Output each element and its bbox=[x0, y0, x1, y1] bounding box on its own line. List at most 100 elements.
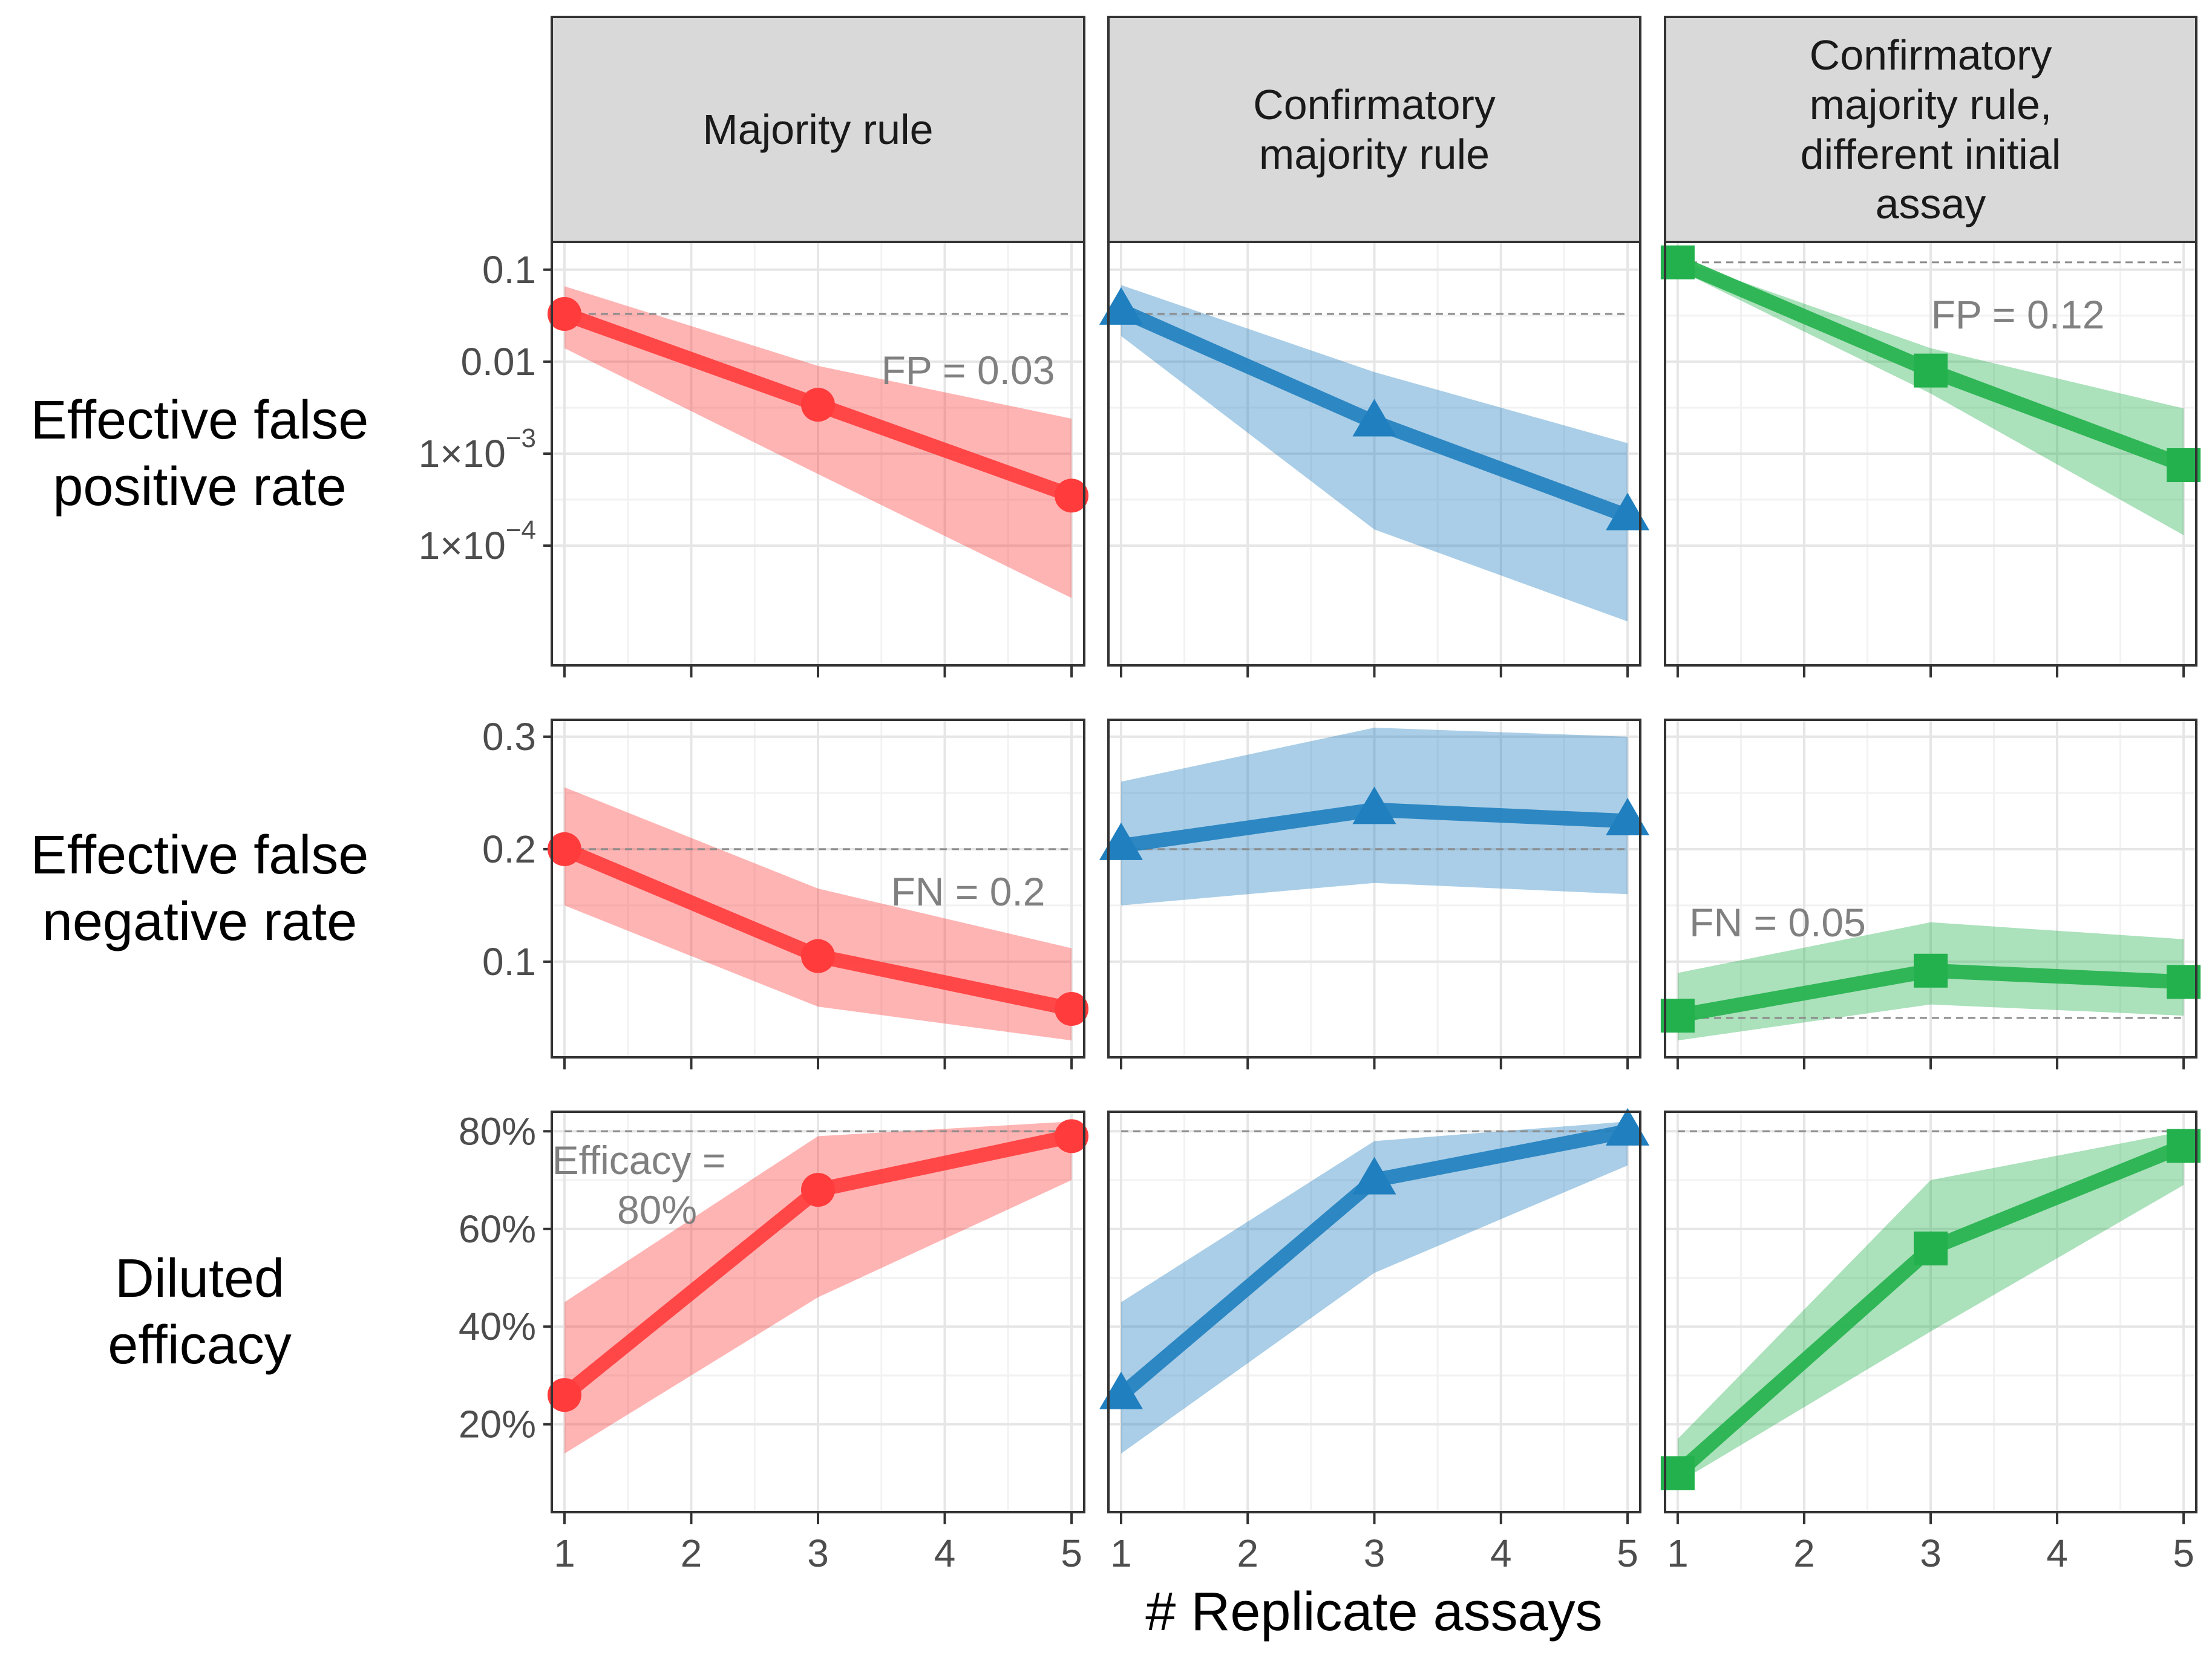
row-label-line: Effective false bbox=[31, 825, 369, 886]
confidence-ribbon bbox=[1677, 259, 2184, 535]
panel-efficacy-confirmatory_diff bbox=[1660, 1111, 2201, 1524]
y-tick-label: 1×10−4 bbox=[419, 515, 536, 568]
y-tick-label: 20% bbox=[459, 1403, 536, 1446]
x-tick-label: 5 bbox=[2173, 1532, 2194, 1575]
data-point-circle bbox=[801, 388, 835, 422]
panel-fn-confirmatory bbox=[1099, 719, 1650, 1069]
y-tick-label: 0.2 bbox=[482, 827, 536, 871]
data-point-square bbox=[2167, 965, 2201, 999]
data-point-triangle bbox=[1099, 1371, 1143, 1409]
y-tick-label: 80% bbox=[459, 1109, 536, 1153]
data-point-circle bbox=[1055, 1119, 1089, 1153]
x-tick-label: 3 bbox=[807, 1532, 829, 1575]
strip-label-line: majority rule bbox=[1259, 131, 1490, 178]
panel-fn-confirmatory_diff bbox=[1660, 719, 2201, 1069]
x-tick-label: 3 bbox=[1920, 1532, 1942, 1575]
row-label-line: negative rate bbox=[42, 892, 357, 952]
data-point-triangle bbox=[1099, 287, 1143, 325]
confidence-ribbon bbox=[564, 1121, 1072, 1454]
y-tick-label-exponent: −4 bbox=[506, 515, 536, 545]
strip-label-majority: Majority rule bbox=[702, 106, 933, 153]
data-point-triangle bbox=[1099, 822, 1143, 860]
x-tick-label: 1 bbox=[1110, 1532, 1132, 1575]
strip-label-line: Confirmatory bbox=[1253, 81, 1496, 128]
panel-fp-majority bbox=[547, 241, 1089, 677]
data-point-triangle bbox=[1352, 1157, 1396, 1195]
strip-label-line: assay bbox=[1876, 180, 1986, 227]
data-point-circle bbox=[547, 832, 581, 866]
x-tick-label: 1 bbox=[1667, 1532, 1689, 1575]
row-label-fp: Effective false positive rate bbox=[31, 390, 369, 517]
y-tick-label-base: 80% bbox=[459, 1109, 536, 1153]
data-point-square bbox=[1914, 953, 1948, 988]
strip-label-line: different initial bbox=[1801, 131, 2061, 178]
y-tick-label-base: 60% bbox=[459, 1207, 536, 1251]
annotation-efficacy: Efficacy = 80% bbox=[552, 1138, 726, 1232]
strip-label-confirmatory: Confirmatory majority rule bbox=[1253, 81, 1496, 178]
data-point-circle bbox=[547, 1378, 581, 1412]
data-point-circle bbox=[801, 939, 835, 973]
x-tick-label: 4 bbox=[1490, 1532, 1512, 1575]
annotation-line: FP = 0.03 bbox=[882, 348, 1055, 393]
x-tick-label: 2 bbox=[681, 1532, 702, 1575]
data-point-circle bbox=[1055, 992, 1089, 1026]
annotation-line: 80% bbox=[617, 1187, 697, 1232]
row-label-fn: Effective false negative rate bbox=[31, 825, 369, 952]
y-tick-label-base: 1×10 bbox=[419, 524, 506, 567]
strip-majority bbox=[551, 16, 1085, 243]
y-tick-label: 60% bbox=[459, 1207, 536, 1251]
y-tick-label-base: 40% bbox=[459, 1305, 536, 1348]
y-tick-label-base: 0.1 bbox=[482, 940, 536, 984]
strip-confirmatory_diff bbox=[1664, 16, 2197, 243]
x-tick-label: 4 bbox=[934, 1532, 956, 1575]
annotation-fn: FN = 0.05 bbox=[1689, 900, 1866, 945]
confidence-ribbon bbox=[1677, 1131, 2184, 1483]
row-label-line: efficacy bbox=[108, 1315, 292, 1375]
panel-efficacy-majority bbox=[547, 1111, 1089, 1524]
data-point-circle bbox=[1055, 478, 1089, 513]
data-point-square bbox=[1914, 353, 1948, 388]
y-tick-label-base: 0.2 bbox=[482, 827, 536, 871]
panel-fp-confirmatory bbox=[1099, 241, 1650, 677]
panel-efficacy-confirmatory bbox=[1099, 1108, 1650, 1524]
y-tick-label: 40% bbox=[459, 1305, 536, 1348]
annotation-fn: FN = 0.2 bbox=[891, 869, 1045, 914]
y-tick-label: 0.01 bbox=[460, 340, 536, 383]
x-tick-label: 5 bbox=[1061, 1532, 1082, 1575]
annotation-line: FN = 0.2 bbox=[891, 869, 1045, 914]
data-point-square bbox=[2167, 448, 2201, 483]
x-tick-label: 1 bbox=[554, 1532, 575, 1575]
row-label-line: Effective false bbox=[31, 390, 369, 451]
data-point-triangle bbox=[1606, 492, 1650, 530]
row-label-line: positive rate bbox=[53, 457, 346, 517]
y-tick-label-exponent: −3 bbox=[506, 423, 536, 453]
row-label-line: Diluted bbox=[115, 1248, 284, 1309]
data-point-square bbox=[1914, 1232, 1948, 1266]
x-tick-label: 4 bbox=[2046, 1532, 2068, 1575]
x-tick-label: 3 bbox=[1364, 1532, 1386, 1575]
row-label-efficacy: Diluted efficacy bbox=[108, 1248, 292, 1375]
data-point-square bbox=[2167, 1129, 2201, 1163]
data-point-circle bbox=[801, 1173, 835, 1207]
annotation-line: FP = 0.12 bbox=[1931, 292, 2105, 337]
x-tick-label: 2 bbox=[1793, 1532, 1815, 1575]
data-point-triangle bbox=[1606, 1108, 1650, 1146]
panel-fn-majority bbox=[547, 719, 1089, 1069]
y-tick-label: 0.1 bbox=[482, 940, 536, 984]
y-tick-label-base: 0.01 bbox=[460, 340, 536, 383]
data-point-triangle bbox=[1606, 797, 1650, 835]
y-tick-label-base: 0.3 bbox=[482, 715, 536, 759]
strip-label-line: Majority rule bbox=[702, 106, 933, 153]
annotation-fp: FP = 0.03 bbox=[882, 348, 1055, 393]
x-tick-label: 2 bbox=[1237, 1532, 1258, 1575]
confidence-ribbon bbox=[1121, 1121, 1628, 1454]
annotation-line: FN = 0.05 bbox=[1689, 900, 1866, 945]
annotation-fp: FP = 0.12 bbox=[1931, 292, 2105, 337]
annotation-line: Efficacy = bbox=[552, 1138, 726, 1183]
y-tick-label-base: 0.1 bbox=[482, 248, 536, 292]
x-axis-title: # Replicate assays bbox=[1145, 1582, 1602, 1642]
y-tick-label-base: 20% bbox=[459, 1403, 536, 1446]
data-point-square bbox=[1660, 1456, 1695, 1490]
y-tick-label-base: 1×10 bbox=[419, 432, 506, 475]
strip-label-line: Confirmatory bbox=[1810, 31, 2052, 79]
